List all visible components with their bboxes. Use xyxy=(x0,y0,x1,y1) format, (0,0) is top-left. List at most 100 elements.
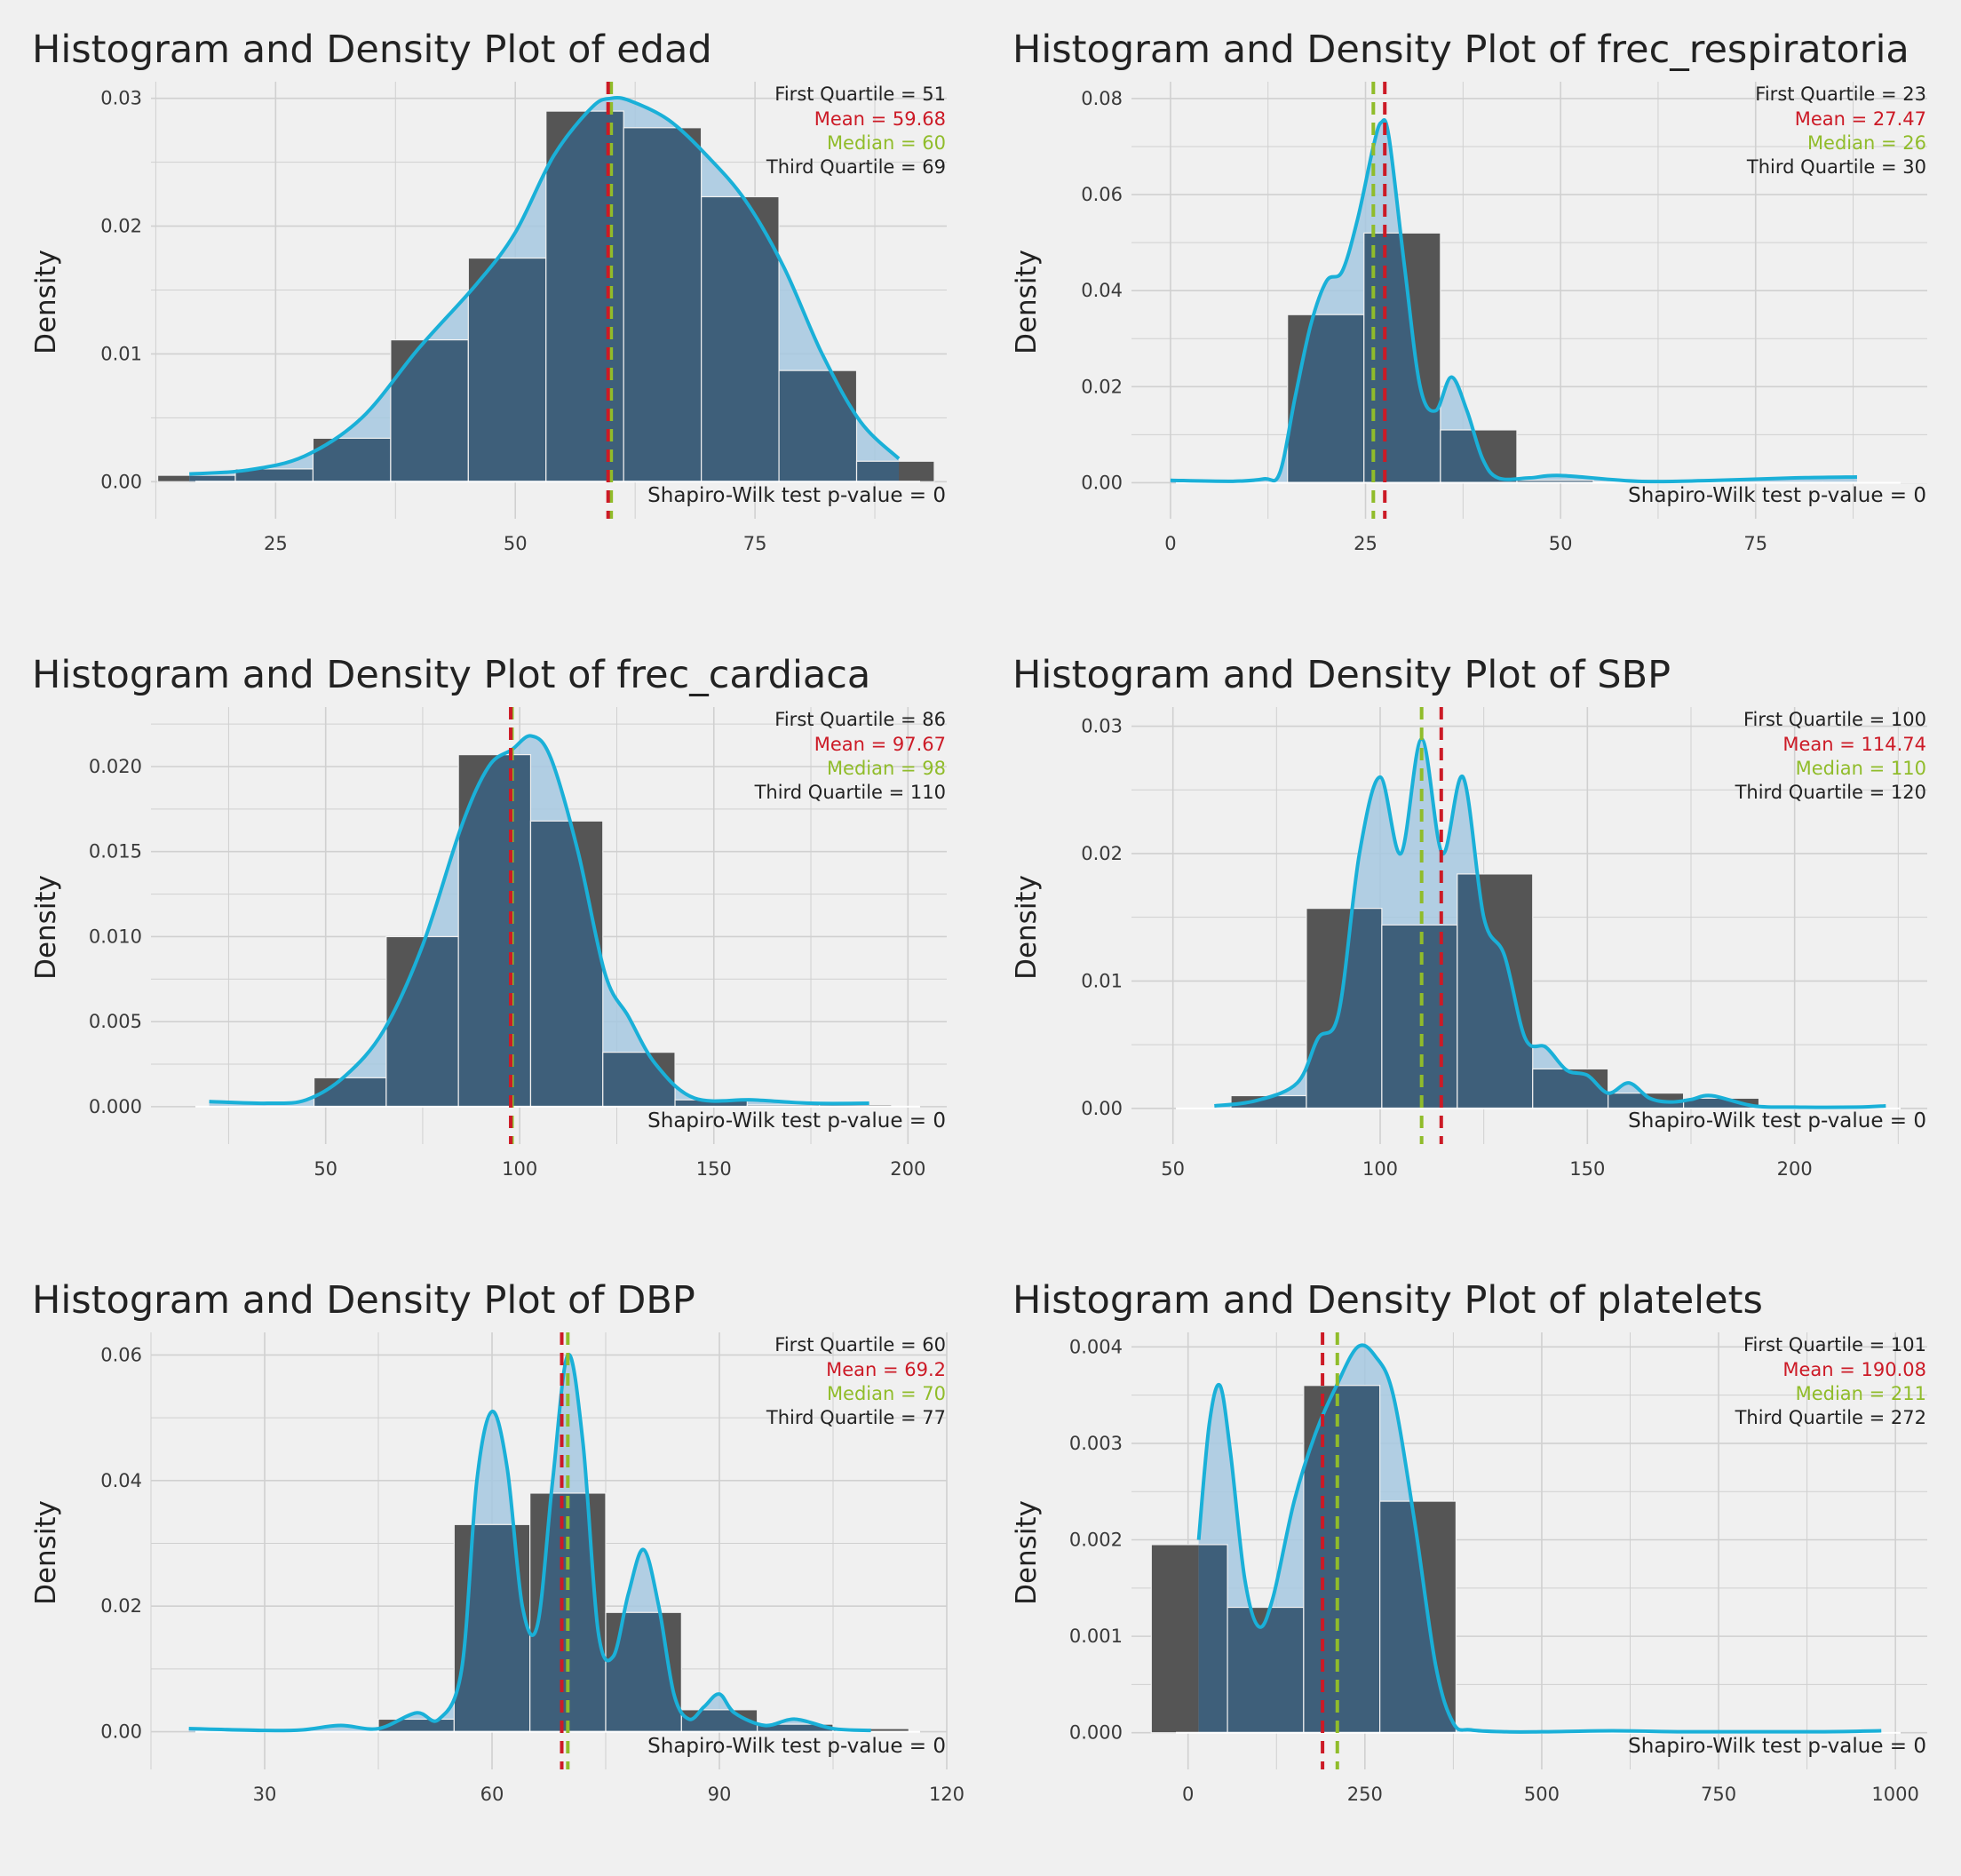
y-tick-label: 0.03 xyxy=(1081,716,1123,737)
histogram-bar-overlap xyxy=(623,127,703,482)
x-tick-label: 75 xyxy=(1743,533,1767,554)
chart-panel-frec-cardiaca: Histogram and Density Plot of frec_cardi… xyxy=(0,625,980,1251)
y-tick-label: 0.015 xyxy=(89,841,142,862)
y-tick-label: 0.02 xyxy=(100,1595,142,1617)
y-axis-label: Density xyxy=(1011,1500,1043,1605)
mean-label: Mean = 59.68 xyxy=(814,108,946,130)
y-tick-label: 0.06 xyxy=(100,1344,142,1365)
density-line xyxy=(1170,118,1857,484)
chart-title: Histogram and Density Plot of frec_respi… xyxy=(1012,28,1909,72)
median-label: Median = 70 xyxy=(827,1383,946,1404)
x-tick-label: 25 xyxy=(1354,533,1377,554)
x-tick-label: 50 xyxy=(1549,533,1573,554)
median-label: Median = 26 xyxy=(1807,132,1926,154)
median-label: Median = 110 xyxy=(1796,758,1926,779)
median-label: Median = 98 xyxy=(827,758,946,779)
mean-label: Mean = 114.74 xyxy=(1782,734,1926,755)
mean-label: Mean = 27.47 xyxy=(1795,108,1926,130)
density-line xyxy=(189,96,901,476)
density-line xyxy=(1196,1343,1882,1734)
chart-svg-frec-respiratoria: Histogram and Density Plot of frec_respi… xyxy=(1011,28,1961,554)
x-tick-label: 250 xyxy=(1347,1784,1383,1805)
y-tick-label: 0.000 xyxy=(89,1096,142,1117)
chart-panel-frec-respiratoria: Histogram and Density Plot of frec_respi… xyxy=(980,0,1961,625)
shapiro-wilk-label: Shapiro-Wilk test p-value = 0 xyxy=(1628,1109,1926,1133)
histogram-bar xyxy=(1898,481,1961,484)
x-tick-label: 200 xyxy=(890,1158,925,1180)
histogram-overlap xyxy=(1198,1385,1457,1733)
x-tick-label: 90 xyxy=(708,1784,732,1805)
third-quartile-label: Third Quartile = 69 xyxy=(766,156,946,178)
y-tick-label: 0.005 xyxy=(89,1011,142,1032)
x-tick-label: 750 xyxy=(1701,1784,1736,1805)
y-tick-label: 0.00 xyxy=(1081,472,1123,493)
y-axis-label: Density xyxy=(1011,250,1043,354)
chart-panel-sbp: Histogram and Density Plot of SBP Densit… xyxy=(980,625,1961,1251)
chart-title: Histogram and Density Plot of SBP xyxy=(1012,653,1671,697)
shapiro-wilk-label: Shapiro-Wilk test p-value = 0 xyxy=(647,1109,946,1133)
x-tick-label: 500 xyxy=(1524,1784,1560,1805)
y-tick-label: 0.01 xyxy=(1081,970,1123,991)
chart-panel-edad: Histogram and Density Plot of edad Densi… xyxy=(0,0,980,625)
mean-label: Mean = 69.2 xyxy=(826,1359,946,1380)
x-tick-label: 50 xyxy=(1161,1158,1185,1180)
x-tick-label: 25 xyxy=(264,533,288,554)
x-tick-label: 50 xyxy=(314,1158,337,1180)
x-tick-label: 0 xyxy=(1182,1784,1194,1805)
x-tick-label: 100 xyxy=(502,1158,537,1180)
x-tick-label: 120 xyxy=(929,1784,965,1805)
first-quartile-label: First Quartile = 101 xyxy=(1743,1334,1926,1355)
chart-svg-platelets: Histogram and Density Plot of platelets … xyxy=(1011,1278,1927,1805)
y-tick-label: 0.010 xyxy=(89,926,142,947)
plot-area: 50 100 150 200 0.00 0.01 0.02 0.03 xyxy=(1081,707,1927,1180)
x-tick-label: 150 xyxy=(696,1158,732,1180)
chart-title: Histogram and Density Plot of platelets xyxy=(1012,1278,1763,1323)
mean-label: Mean = 97.67 xyxy=(814,734,946,755)
x-tick-label: 0 xyxy=(1164,533,1176,554)
x-tick-label: 1000 xyxy=(1871,1784,1918,1805)
y-tick-label: 0.002 xyxy=(1069,1530,1123,1551)
plot-area: 25 50 75 0.00 0.01 0.02 0.03 xyxy=(100,82,947,554)
histogram-overlap xyxy=(1287,232,1857,483)
plot-area: 50 100 150 200 0.000 0.005 0.010 0.015 0.020 xyxy=(89,707,947,1180)
y-axis-label: Density xyxy=(30,875,62,980)
y-tick-label: 0.06 xyxy=(1081,184,1123,205)
plot-area: 0 25 50 75 0.00 0.02 0.04 0.06 0.08 xyxy=(1081,82,1961,554)
chart-svg-edad: Histogram and Density Plot of edad Densi… xyxy=(30,28,947,554)
first-quartile-label: First Quartile = 60 xyxy=(774,1334,946,1355)
y-tick-label: 0.08 xyxy=(1081,88,1123,109)
shapiro-wilk-label: Shapiro-Wilk test p-value = 0 xyxy=(1628,484,1926,507)
y-axis-label: Density xyxy=(1011,875,1043,980)
chart-title: Histogram and Density Plot of edad xyxy=(32,28,712,72)
median-label: Median = 60 xyxy=(827,132,946,154)
y-tick-label: 0.02 xyxy=(1081,843,1123,864)
third-quartile-label: Third Quartile = 120 xyxy=(1735,782,1926,803)
y-tick-label: 0.02 xyxy=(1081,376,1123,397)
histogram-bar-overlap xyxy=(1381,924,1458,1109)
y-tick-label: 0.020 xyxy=(89,756,142,777)
x-tick-label: 75 xyxy=(743,533,767,554)
x-tick-label: 50 xyxy=(504,533,528,554)
y-tick-label: 0.003 xyxy=(1069,1433,1123,1454)
first-quartile-label: First Quartile = 51 xyxy=(774,83,946,105)
y-tick-label: 0.004 xyxy=(1069,1336,1123,1357)
chart-title: Histogram and Density Plot of frec_cardi… xyxy=(32,653,870,697)
histogram-bar-overlap xyxy=(701,195,780,482)
y-tick-label: 0.00 xyxy=(100,1721,142,1743)
x-tick-label: 150 xyxy=(1569,1158,1605,1180)
x-tick-label: 60 xyxy=(480,1784,504,1805)
shapiro-wilk-label: Shapiro-Wilk test p-value = 0 xyxy=(1628,1735,1926,1758)
y-axis-label: Density xyxy=(30,1500,62,1605)
chart-svg-dbp: Histogram and Density Plot of DBP Densit… xyxy=(30,1278,965,1805)
third-quartile-label: Third Quartile = 30 xyxy=(1746,156,1926,178)
third-quartile-label: Third Quartile = 272 xyxy=(1735,1407,1926,1428)
histogram-bar-overlap xyxy=(855,460,900,482)
y-tick-label: 0.02 xyxy=(100,216,142,237)
histogram-bar-overlap xyxy=(467,257,547,482)
y-tick-label: 0.00 xyxy=(100,471,142,492)
first-quartile-label: First Quartile = 23 xyxy=(1755,83,1926,105)
shapiro-wilk-label: Shapiro-Wilk test p-value = 0 xyxy=(647,1735,946,1758)
first-quartile-label: First Quartile = 100 xyxy=(1743,709,1926,730)
x-tick-label: 30 xyxy=(253,1784,277,1805)
y-axis-label: Density xyxy=(30,250,62,354)
